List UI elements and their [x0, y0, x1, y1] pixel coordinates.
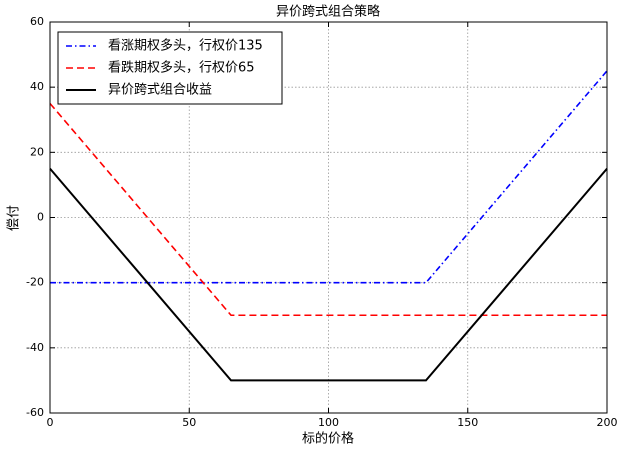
plot-frame: [49, 21, 608, 414]
y-tick-label: 20: [30, 145, 44, 158]
legend-label: 异价跨式组合收益: [108, 83, 212, 98]
legend-box: [57, 31, 283, 105]
y-tick-label: -40: [26, 341, 44, 354]
x-tick-label: 200: [597, 416, 618, 429]
chart-title: 异价跨式组合策略: [276, 4, 380, 20]
y-tick-label: -20: [26, 276, 44, 289]
y-tick-label: -60: [26, 406, 44, 419]
line: [50, 70, 608, 284]
legend-label: 看跌期权多头，行权价65: [108, 60, 255, 76]
y-tick-label: 60: [30, 15, 44, 28]
line: [49, 102, 607, 317]
x-axis-label: 标的价格: [302, 431, 354, 447]
y-tick-label: 0: [37, 211, 44, 224]
x-tick-label: 50: [182, 416, 196, 429]
line: [49, 167, 608, 382]
y-axis-label: 偿付: [7, 205, 22, 231]
x-tick-label: 0: [47, 416, 54, 429]
legend-label: 看涨期权多头，行权价135: [108, 38, 263, 54]
x-tick-label: 150: [457, 416, 478, 429]
x-tick-label: 100: [318, 416, 339, 429]
y-tick-label: 40: [30, 80, 44, 93]
